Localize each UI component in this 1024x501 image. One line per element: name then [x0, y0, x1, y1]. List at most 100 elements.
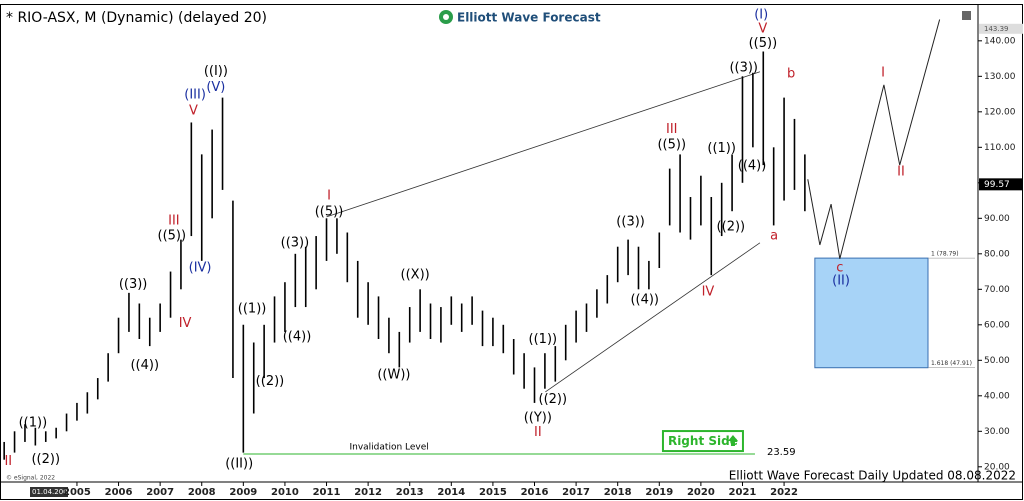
logo-icon-center: [443, 14, 449, 20]
x-tick-label: 2006: [105, 487, 133, 498]
x-tick-label: 2014: [437, 487, 465, 498]
wave-label: ((II)): [225, 456, 253, 471]
wave-label: (III): [184, 87, 206, 102]
wave-label: III: [666, 122, 678, 137]
chart-frame: [0, 4, 1023, 500]
x-tick-label: 2013: [396, 487, 424, 498]
invalidation-value: 23.59: [767, 447, 796, 458]
right-side-badge: [661, 430, 744, 453]
y-tick-label: 140.00: [984, 36, 1016, 46]
wave-label: II: [534, 425, 542, 440]
x-tick-label: 2008: [188, 487, 216, 498]
wave-label: ((5)): [315, 204, 344, 219]
wave-label: ((Y)): [524, 410, 552, 425]
wave-label: ((1)): [707, 141, 736, 156]
x-tick-label: 2005: [63, 487, 91, 498]
wave-label: IV: [179, 316, 192, 331]
wave-label: ((W)): [377, 367, 410, 382]
wave-label: ((4)): [630, 292, 659, 307]
wave-label: (V): [206, 80, 225, 95]
wave-label: II: [4, 454, 12, 469]
x-tick-label: 2019: [645, 487, 673, 498]
wave-label: ((2)): [717, 219, 746, 234]
start-date: 01.04.2003: [32, 488, 72, 496]
y-tick-label: 120.00: [984, 107, 1016, 117]
x-tick-label: 2022: [770, 487, 798, 498]
x-tick-label: 2007: [146, 487, 174, 498]
x-tick-label: 2009: [229, 487, 257, 498]
x-tick-label: 2012: [354, 487, 382, 498]
target-box: [814, 257, 929, 369]
x-tick-label: 2011: [313, 487, 341, 498]
last-price-box: [979, 178, 1023, 191]
right-side-text: Right Side: [668, 434, 738, 448]
wave-label: ((1)): [238, 301, 267, 316]
brand-name: Elliott Wave Forecast: [457, 11, 601, 25]
trend-line: [326, 71, 761, 218]
y-tick-label: 110.00: [984, 143, 1016, 153]
projection-path: [807, 19, 941, 259]
plot: 20.00 30.00 40.00 50.00 60.00 70.00 80.00 90.00…: [3, 7, 1023, 498]
wave-label: ((2)): [256, 374, 285, 389]
wave-label: b: [787, 66, 795, 81]
wave-label: c: [836, 261, 843, 276]
copyright: © eSignal, 2022: [6, 475, 55, 482]
wave-label: ((1)): [529, 332, 558, 347]
target-top-label: 1 (78.79): [931, 251, 959, 258]
wave-label: IV: [702, 284, 715, 299]
wave-label: I: [327, 188, 331, 203]
wave-label: ((3)): [119, 277, 148, 292]
wave-label: ((5)): [158, 229, 187, 244]
wave-label: ((3)): [729, 60, 758, 75]
y-tick-label: 20.00: [984, 462, 1010, 472]
wave-label: ((3)): [616, 214, 645, 229]
x-tick-label: 2018: [604, 487, 632, 498]
y-tick-label: 80.00: [984, 249, 1010, 259]
y-tick-label: 50.00: [984, 356, 1010, 366]
wave-label: II: [897, 165, 905, 180]
y-tick-label: 130.00: [984, 72, 1016, 82]
right-side-arrow: [727, 435, 738, 447]
x-tick-label: 2016: [521, 487, 549, 498]
wave-label: ((4)): [738, 158, 767, 173]
window-button[interactable]: [962, 11, 971, 20]
footer: Elliott Wave Forecast Daily Updated 08.0…: [729, 469, 1016, 483]
x-tick-label: 2010: [271, 487, 299, 498]
wave-label: ((5)): [749, 36, 778, 51]
x-tick-label: 2020: [687, 487, 715, 498]
high-marker-label: 143.39: [984, 25, 1009, 33]
y-tick-label: 30.00: [984, 427, 1010, 437]
wave-label: III: [168, 213, 180, 228]
wave-label: ((5)): [657, 137, 686, 152]
chart-title: * RIO-ASX, M (Dynamic) (delayed 20): [6, 10, 267, 26]
wave-label: a: [770, 229, 778, 244]
wave-label: ((3)): [281, 236, 310, 251]
high-marker-box: [979, 23, 1023, 34]
wave-label: V: [758, 21, 767, 36]
wave-label: ((2)): [539, 392, 568, 407]
wave-label: (II): [832, 273, 850, 288]
target-bottom-label: 1.618 (47.91): [931, 360, 972, 367]
wave-label: ((I)): [204, 64, 228, 79]
wave-label: ((4)): [283, 329, 312, 344]
wave-label: ((1)): [19, 415, 48, 430]
x-tick-label: 2021: [729, 487, 757, 498]
invalidation-label: Invalidation Level: [349, 443, 428, 453]
y-tick-label: 40.00: [984, 391, 1010, 401]
trend-line: [545, 242, 761, 393]
wave-label: V: [189, 103, 198, 118]
x-tick-label: 2015: [479, 487, 507, 498]
y-tick-label: 90.00: [984, 214, 1010, 224]
wave-label: ((2)): [31, 452, 60, 467]
wave-label: ((4)): [130, 358, 159, 373]
brand-logo: Elliott Wave Forecast: [439, 10, 601, 25]
x-tick-label: 2017: [562, 487, 590, 498]
wave-label: (IV): [189, 261, 212, 276]
wave-label: ((X)): [401, 268, 430, 283]
y-tick-label: 60.00: [984, 320, 1010, 330]
last-price-label: 99.57: [984, 180, 1010, 190]
wave-label: I: [881, 65, 885, 80]
wave-label: (I): [754, 7, 768, 22]
